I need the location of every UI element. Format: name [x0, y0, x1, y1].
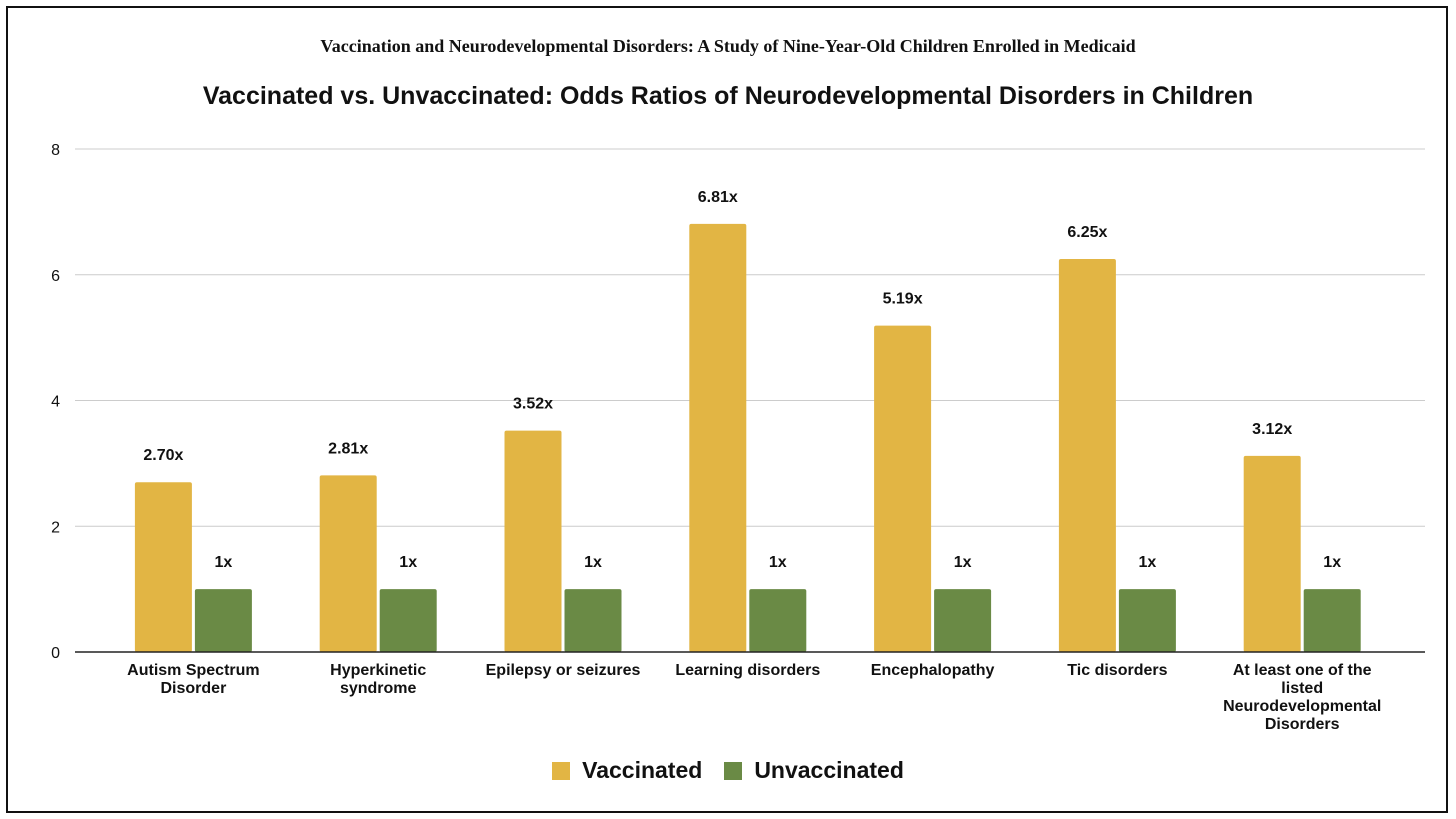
- legend-swatch-vaccinated: [552, 761, 571, 780]
- x-tick-label: Encephalopathy: [871, 662, 995, 679]
- bar-vaccinated: [319, 475, 377, 652]
- y-tick-label: 2: [51, 519, 60, 536]
- data-label-unvaccinated: 1x: [1323, 554, 1341, 571]
- y-tick-label: 8: [51, 142, 60, 159]
- data-label-unvaccinated: 1x: [954, 554, 972, 571]
- y-tick-label: 6: [51, 268, 60, 285]
- x-tick-label: Hyperkinetic syndrome: [330, 662, 426, 697]
- x-tick-label: At least one of the listed Neurodevelopmen…: [1223, 662, 1381, 733]
- study-title: Vaccination and Neurodevelopmental Disor…: [320, 36, 1136, 56]
- data-label-vaccinated: 3.12x: [1252, 421, 1292, 438]
- bar-unvaccinated: [379, 589, 437, 652]
- bar-unvaccinated: [749, 589, 807, 652]
- x-tick-label: Epilepsy or seizures: [486, 662, 641, 679]
- data-label-vaccinated: 3.52x: [513, 396, 553, 413]
- y-tick-label: 0: [51, 645, 60, 662]
- data-label-unvaccinated: 1x: [215, 554, 233, 571]
- legend-item-unvaccinated: Unvaccinated: [724, 757, 904, 784]
- legend-item-vaccinated: Vaccinated: [552, 757, 702, 784]
- chart-title: Vaccinated vs. Unvaccinated: Odds Ratios…: [202, 82, 1254, 110]
- bar-unvaccinated: [934, 589, 992, 652]
- data-label-unvaccinated: 1x: [1139, 554, 1157, 571]
- data-label-vaccinated: 2.81x: [328, 440, 368, 457]
- bar-vaccinated: [1243, 455, 1301, 652]
- bar-vaccinated: [504, 430, 562, 652]
- legend-swatch-unvaccinated: [724, 761, 743, 780]
- bar-unvaccinated: [1118, 589, 1176, 652]
- data-label-vaccinated: 5.19x: [883, 291, 923, 308]
- bar-unvaccinated: [564, 589, 622, 652]
- legend-label-unvaccinated: Unvaccinated: [754, 757, 904, 783]
- legend-label-vaccinated: Vaccinated: [582, 757, 703, 783]
- y-tick-label: 4: [51, 394, 60, 411]
- data-label-unvaccinated: 1x: [769, 554, 787, 571]
- data-label-vaccinated: 6.81x: [698, 189, 738, 206]
- x-tick-label: Learning disorders: [675, 662, 820, 679]
- legend: Vaccinated Unvaccinated: [0, 757, 1456, 784]
- bar-unvaccinated: [1303, 589, 1361, 652]
- data-label-vaccinated: 6.25x: [1067, 224, 1107, 241]
- x-tick-label: Tic disorders: [1067, 662, 1167, 679]
- bar-unvaccinated: [194, 589, 252, 652]
- data-label-vaccinated: 2.70x: [143, 447, 183, 464]
- bar-vaccinated: [689, 223, 747, 653]
- bar-vaccinated: [874, 325, 932, 652]
- bar-vaccinated: [1058, 259, 1116, 652]
- data-label-unvaccinated: 1x: [399, 554, 417, 571]
- bar-vaccinated: [134, 482, 192, 652]
- x-tick-label: Autism Spectrum Disorder: [127, 662, 259, 697]
- data-label-unvaccinated: 1x: [584, 554, 602, 571]
